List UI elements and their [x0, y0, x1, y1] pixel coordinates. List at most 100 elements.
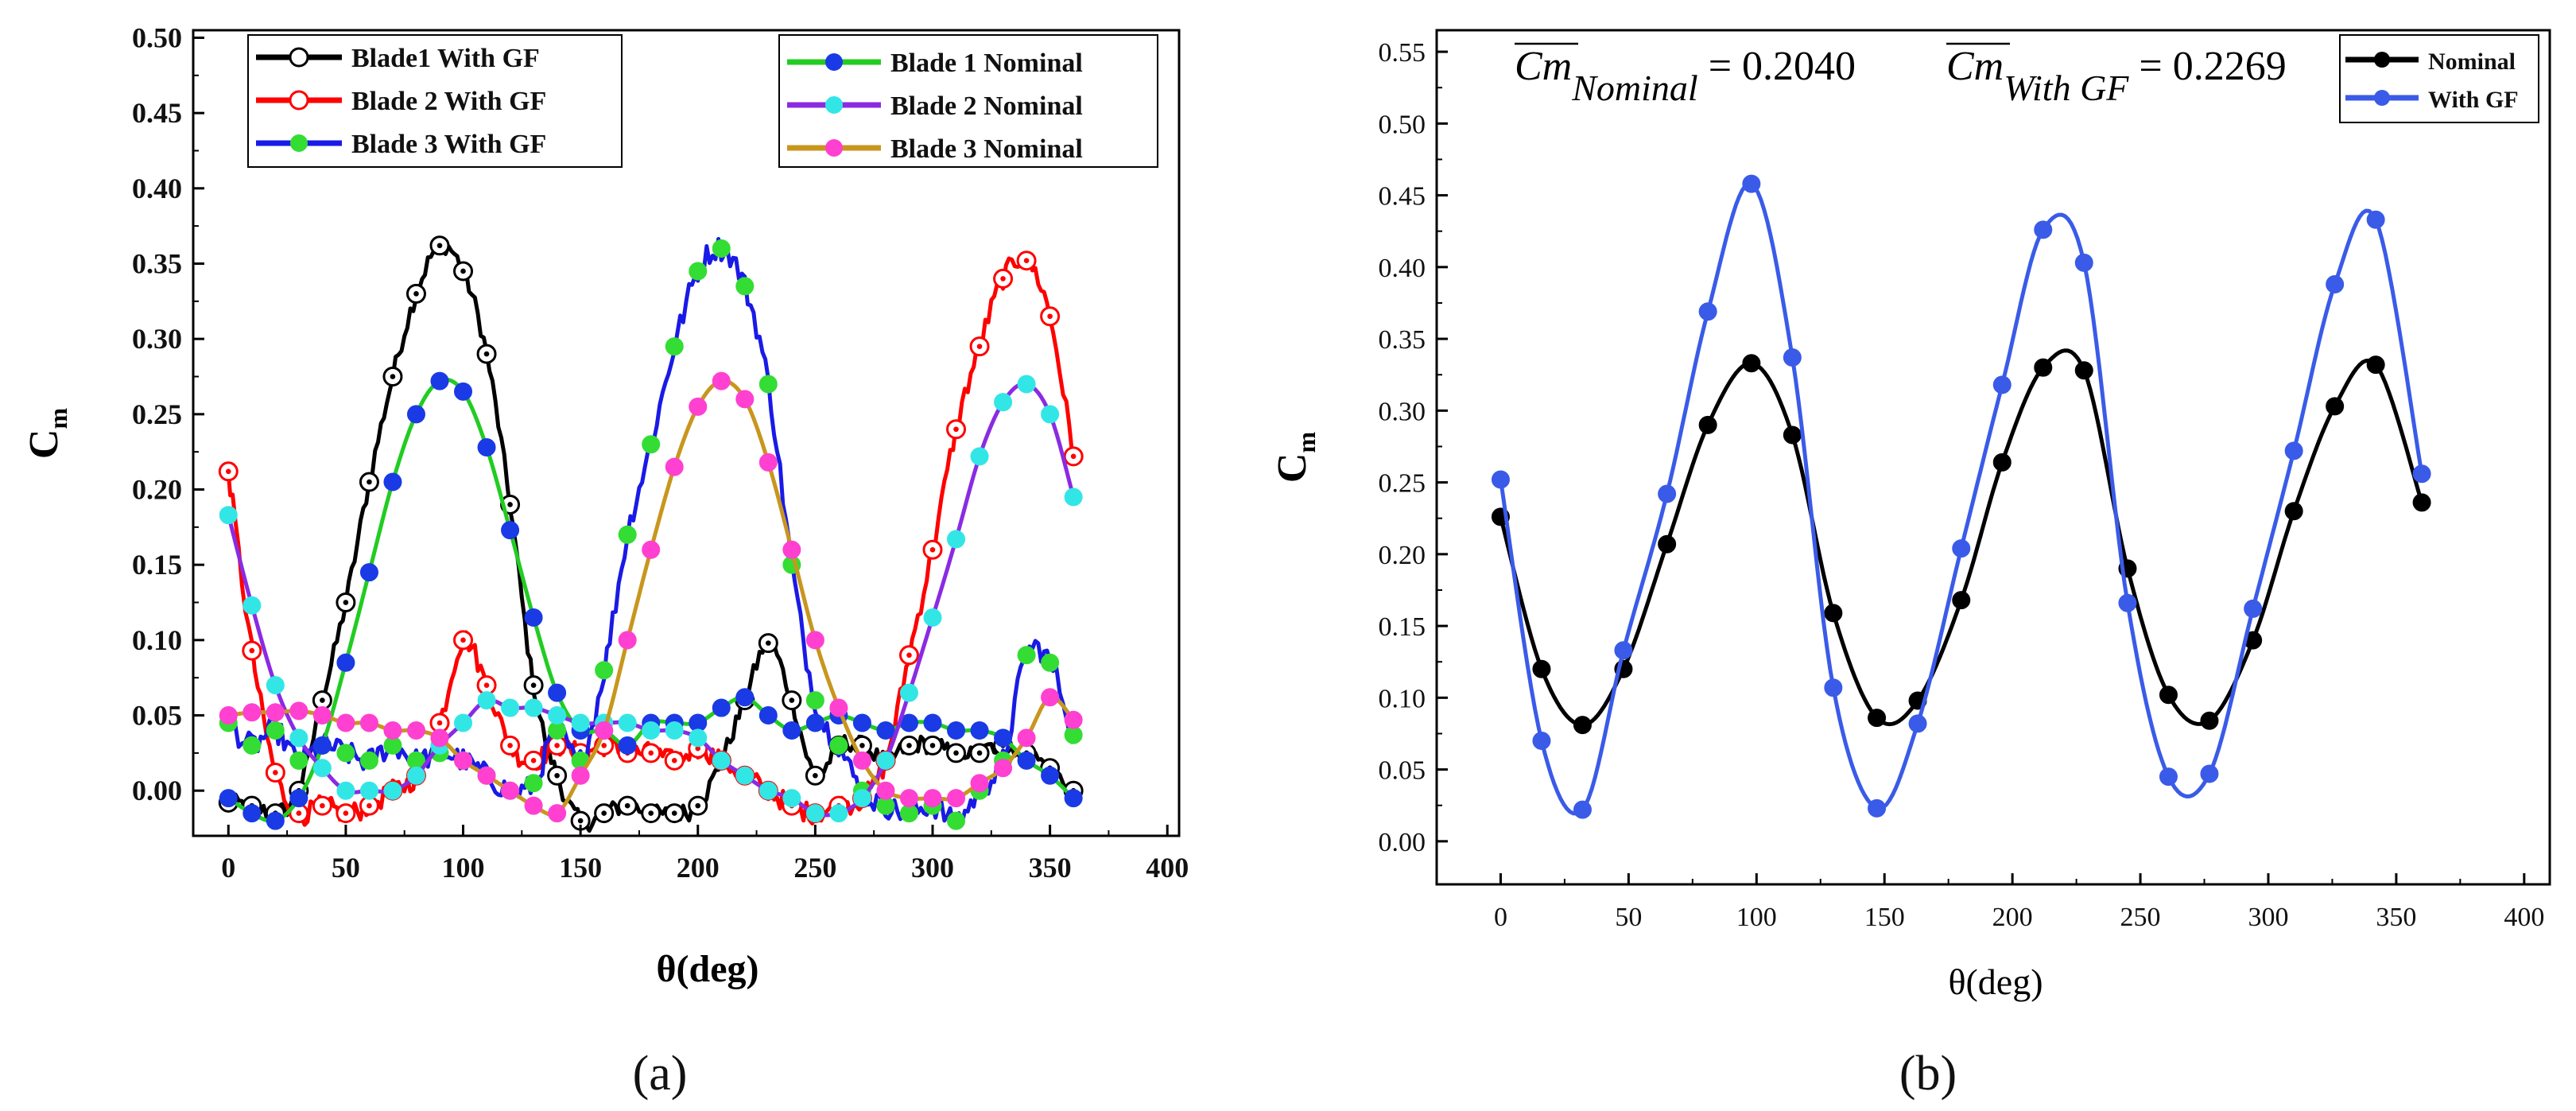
y-tick-label: 0.00: [132, 775, 182, 806]
data-point-center: [601, 743, 607, 748]
data-point-center: [343, 600, 349, 605]
data-point: [2074, 253, 2093, 272]
data-point-center: [929, 546, 936, 553]
data-point: [947, 721, 966, 740]
panel-a-legend-left: Blade1 With GF Blade 2 With GF Blade 3 Wit…: [247, 34, 623, 168]
y-tick-label: 0.10: [132, 624, 182, 656]
data-point: [383, 721, 402, 740]
x-tick-label: 400: [1146, 852, 1189, 884]
data-point: [454, 751, 473, 770]
data-point: [477, 691, 496, 710]
data-point-center: [554, 743, 560, 748]
data-point: [266, 676, 285, 695]
legend-swatch-marker: [825, 96, 843, 114]
ylabel-base: C: [21, 429, 67, 460]
data-point: [689, 262, 708, 281]
legend-label: Blade 3 With GF: [351, 130, 546, 159]
data-point: [242, 804, 262, 823]
data-point: [805, 804, 824, 823]
y-tick-label: 0.55: [1379, 38, 1426, 68]
data-point: [735, 766, 755, 785]
data-point: [2034, 358, 2053, 377]
y-tick-label: 0.50: [1379, 110, 1426, 139]
data-point: [2366, 210, 2385, 229]
data-point: [994, 728, 1013, 748]
x-tick-label: 0: [1494, 903, 1507, 932]
data-point-center: [671, 758, 677, 763]
x-tick-label: 50: [332, 852, 360, 884]
data-point: [1614, 641, 1633, 660]
data-point-center: [929, 743, 936, 748]
series-with-gf: [1491, 174, 2431, 819]
annotation-value: = 0.2269: [2128, 44, 2286, 89]
data-point: [1573, 716, 1592, 735]
data-point: [266, 721, 285, 740]
data-point-center: [766, 640, 771, 646]
data-point-center: [530, 758, 537, 763]
data-point-center: [249, 647, 255, 654]
y-tick-label: 0.20: [132, 474, 182, 506]
data-point: [266, 703, 285, 722]
data-point: [477, 766, 496, 785]
data-point: [2159, 767, 2178, 787]
x-tick-label: 0: [221, 852, 235, 884]
y-tick-label: 0.25: [132, 398, 182, 430]
panel-a-legend-right: Blade 1 Nominal Blade 2 Nominal Blade 3 No…: [778, 34, 1158, 168]
data-point-center: [296, 810, 302, 816]
annotation-base: Cm: [1515, 44, 1572, 89]
annotation-sub: With GF: [2004, 68, 2129, 108]
legend-entry: Blade 3 With GF: [256, 130, 546, 159]
data-point-center: [483, 351, 490, 357]
x-tick-label: 200: [677, 852, 720, 884]
data-point: [829, 736, 848, 755]
data-point-center: [906, 743, 912, 748]
data-point: [242, 736, 262, 755]
data-point: [665, 721, 684, 740]
data-point-center: [601, 810, 607, 816]
panel-a: 0 50 100 150 200 250 300 350 400 0.00 0.05 0.10 0.15…: [21, 21, 1189, 1101]
x-tick-label: 150: [559, 852, 602, 884]
panel-b-series: [1491, 174, 2431, 819]
panel-b-ticks: 0 50 100 150 200 250 300 350 400 0.00 0.05 0.10 0.15…: [1379, 38, 2545, 932]
data-point: [1532, 731, 1551, 750]
data-point: [1908, 714, 1927, 733]
data-point-center: [390, 374, 396, 379]
data-point-center: [648, 810, 654, 816]
ylabel-subscript: m: [1292, 432, 1321, 453]
data-point: [782, 721, 801, 740]
data-point: [782, 789, 801, 808]
data-point-center: [1047, 313, 1053, 320]
data-point: [712, 239, 731, 258]
panel-a-ylabel: Cm: [21, 408, 72, 460]
data-point: [618, 713, 637, 732]
x-tick-label: 350: [1029, 852, 1072, 884]
panel-a-axes-frame: [192, 29, 1181, 837]
data-point: [923, 608, 942, 627]
data-point-center: [648, 750, 654, 756]
data-point: [1742, 174, 1761, 193]
data-point-center: [225, 468, 231, 475]
data-point-center: [507, 502, 513, 507]
data-point: [548, 804, 567, 823]
legend-swatch-marker: [289, 90, 309, 111]
y-tick-label: 0.05: [1379, 756, 1426, 786]
data-point: [947, 811, 966, 830]
data-point-center: [367, 802, 372, 809]
data-point: [1658, 484, 1677, 503]
data-point: [336, 653, 355, 672]
data-point: [430, 371, 449, 390]
data-point: [501, 781, 520, 800]
y-tick-label: 0.25: [1379, 469, 1426, 499]
legend-label: Blade 3 Nominal: [890, 134, 1083, 164]
x-tick-label: 400: [2504, 903, 2544, 932]
data-point: [359, 751, 378, 770]
data-point: [336, 781, 355, 800]
y-tick-label: 0.45: [1379, 182, 1426, 212]
data-point: [1658, 534, 1677, 554]
annotation-base: Cm: [1946, 44, 2004, 89]
panel-b-axes-frame: [1435, 29, 2551, 886]
data-point: [618, 736, 637, 755]
x-tick-label: 150: [1864, 903, 1905, 932]
legend-entry: Blade 2 With GF: [256, 87, 546, 116]
data-point: [665, 337, 684, 356]
